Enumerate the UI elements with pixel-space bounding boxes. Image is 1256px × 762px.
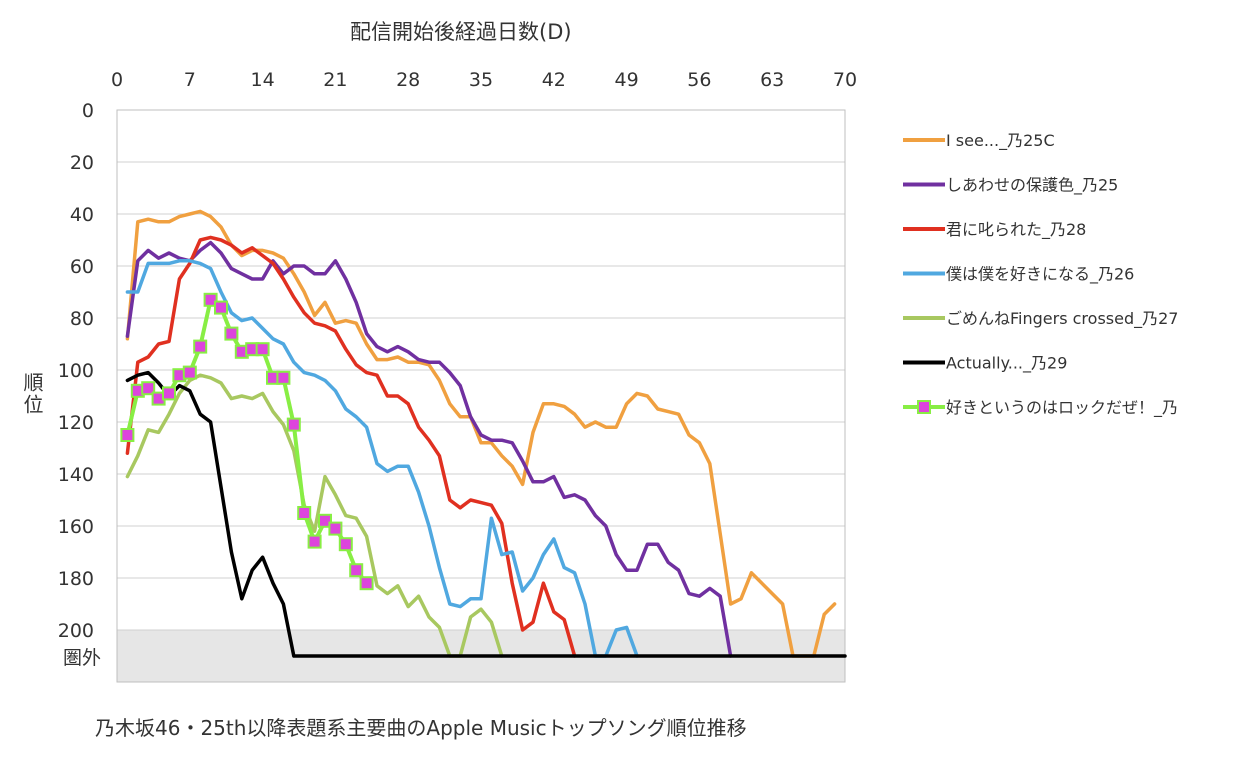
x-tick-label: 70: [833, 69, 857, 91]
series-line-6: [125, 370, 847, 658]
legend: I see..._乃25C しあわせの保護色_乃25 君に叱られた_乃28 僕は僕を好…: [903, 131, 1178, 418]
legend-label: I see..._乃25C: [946, 131, 1055, 151]
series-marker: [359, 576, 374, 591]
legend-item-6: Actually..._乃29: [903, 354, 1067, 374]
series-marker: [224, 326, 239, 341]
series-marker: [318, 513, 332, 528]
legend-item-7: 好きというのはロックだぜ！_乃: [903, 398, 1178, 418]
series-marker: [307, 534, 322, 549]
series-marker: [120, 428, 135, 442]
x-axis-ticks: 0 7 14 21 28 35 42 49 56 63 70: [111, 69, 857, 91]
series-marker: [286, 417, 301, 432]
series-line-3: [125, 235, 577, 658]
x-tick-label: 63: [760, 69, 784, 91]
series-line-5: [125, 373, 504, 658]
x-tick-label: 21: [323, 69, 347, 91]
series-marker: [297, 506, 312, 520]
y-tick-label: 60: [70, 256, 94, 278]
y-tick-label: 0: [82, 100, 94, 122]
y-axis-ticks: 0 20 40 60 80 100 120 140 160 180 200 圏外: [58, 100, 101, 669]
x-tick-label: 42: [542, 69, 566, 91]
series-marker: [255, 342, 270, 357]
legend-item-3: 君に叱られた_乃28: [903, 220, 1086, 240]
gridlines: [116, 109, 846, 683]
y-tick-label: 180: [58, 568, 94, 590]
y-tick-label: 200: [58, 620, 94, 642]
series-lines: [125, 209, 847, 658]
legend-label: しあわせの保護色_乃25: [946, 176, 1118, 196]
series-markers: [120, 292, 374, 591]
x-tick-label: 49: [615, 69, 639, 91]
series-marker: [214, 300, 228, 315]
series-marker: [162, 386, 176, 401]
legend-item-5: ごめんねFingers crossed_乃27: [903, 309, 1178, 329]
legend-item-4: 僕は僕を好きになる_乃26: [903, 265, 1134, 285]
series-marker: [182, 365, 197, 380]
legend-label: 僕は僕を好きになる_乃26: [946, 265, 1134, 285]
plot-frame: [116, 109, 846, 683]
series-marker: [193, 339, 208, 354]
series-marker: [338, 537, 353, 552]
legend-label: 君に叱られた_乃28: [946, 220, 1086, 240]
x-tick-label: 35: [469, 69, 493, 91]
y-tick-label: 160: [58, 516, 94, 538]
series-line-2: [125, 240, 733, 658]
legend-marker: [917, 400, 931, 414]
x-tick-label: 0: [111, 69, 123, 91]
legend-label: ごめんねFingers crossed_乃27: [946, 309, 1178, 329]
y-tick-label: 140: [58, 464, 94, 486]
y-tick-label: 100: [58, 360, 94, 382]
series-marker: [276, 370, 291, 385]
series-line-1: [125, 209, 837, 658]
legend-item-2: しあわせの保護色_乃25: [903, 176, 1118, 196]
x-tick-label: 7: [184, 69, 196, 91]
series-marker: [203, 292, 218, 307]
series-marker: [349, 563, 364, 578]
y-axis-title: 順位: [20, 372, 44, 416]
chart-title: 乃木坂46・25th以降表題系主要曲のApple Musicトップソング順位推移: [95, 716, 747, 740]
x-tick-label: 28: [396, 69, 420, 91]
y-tick-label: 120: [58, 412, 94, 434]
legend-item-1: I see..._乃25C: [903, 131, 1055, 151]
legend-label: Actually..._乃29: [946, 354, 1067, 374]
x-tick-label: 56: [687, 69, 711, 91]
out-of-rank-label: 圏外: [63, 647, 101, 669]
legend-label: 好きというのはロックだぜ！_乃: [946, 398, 1178, 418]
y-tick-label: 80: [70, 308, 94, 330]
y-tick-label: 40: [70, 204, 94, 226]
series-marker: [141, 381, 156, 396]
y-tick-label: 20: [70, 152, 94, 174]
series-marker: [328, 521, 343, 536]
x-tick-label: 14: [251, 69, 275, 91]
series-line-4: [125, 259, 639, 658]
x-axis-title: 配信開始後経過日数(D): [350, 20, 572, 44]
